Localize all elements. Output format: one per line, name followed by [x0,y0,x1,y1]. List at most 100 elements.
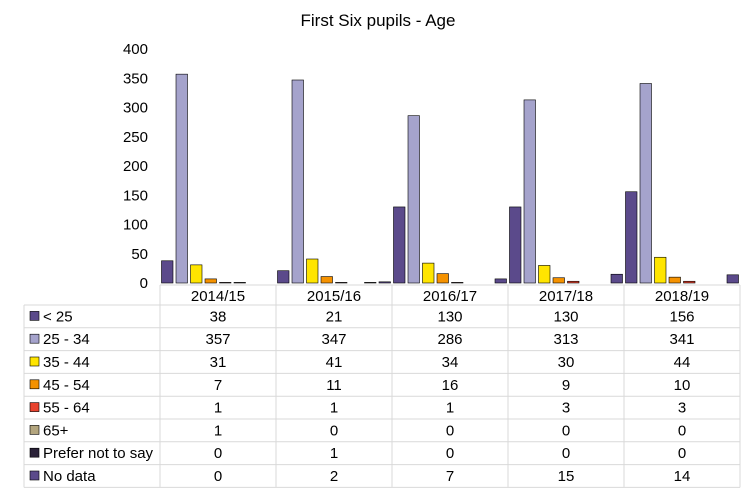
table-value: 1 [330,445,338,462]
table-value: 10 [674,377,691,394]
table-value: 0 [446,422,454,439]
bar [320,276,333,284]
y-tick-label: 100 [123,217,148,234]
bar [393,206,406,284]
bar [494,278,507,284]
bar [161,260,174,284]
series-label: 65+ [43,422,69,439]
y-tick-label: 350 [123,70,148,87]
series-label: No data [43,468,96,485]
bar [552,277,565,284]
bar [726,274,739,284]
table-value: 9 [562,377,570,394]
series-label: < 25 [43,308,73,325]
x-category-label: 2015/16 [307,288,361,305]
series-label: 45 - 54 [43,377,90,394]
bar [190,264,203,284]
table-value: 357 [205,331,230,348]
table-value: 3 [562,400,570,417]
table-value: 0 [330,422,338,439]
legend-swatch [29,402,40,412]
bar [639,83,652,284]
bar [610,273,623,284]
series-label: 35 - 44 [43,354,90,371]
legend-swatch [29,447,40,458]
y-tick-label: 400 [123,41,148,58]
bar [306,258,319,284]
table-value: 34 [442,354,459,371]
table-value: 41 [326,354,343,371]
table-value: 7 [214,377,222,394]
series-label: 55 - 64 [43,400,90,417]
table-value: 0 [562,445,570,462]
table-value: 0 [678,445,686,462]
bar [654,256,667,284]
table-value: 1 [214,422,222,439]
bar [509,206,522,284]
bar [364,282,377,284]
y-tick-label: 200 [123,158,148,175]
series-label: 25 - 34 [43,331,90,348]
legend-swatch [29,333,40,344]
table-value: 30 [558,354,575,371]
data-table: 2014/15 2015/16 2016/17 2017/18 2018/19 < 25 3… [23,284,741,488]
bar [625,191,638,284]
table-value: 38 [210,308,227,325]
bar [204,278,217,284]
bar [219,282,232,284]
table-value: 286 [437,331,462,348]
bar [668,276,681,284]
chart-title: First Six pupils - Age [301,11,456,30]
table-value: 156 [669,308,694,325]
bar [407,115,420,284]
table-value: 313 [553,331,578,348]
bars [161,73,739,284]
x-category-label: 2016/17 [423,288,477,305]
table-value: 7 [446,468,454,485]
bar [277,270,290,284]
x-category-label: 2014/15 [191,288,245,305]
table-value: 1 [330,400,338,417]
y-tick-label: 300 [123,100,148,117]
bar [436,273,449,284]
table-value: 44 [674,354,691,371]
legend-swatch [29,425,40,435]
table-value: 130 [553,308,578,325]
bar [538,265,551,284]
y-tick-label: 50 [131,246,148,263]
y-tick-label: 0 [140,275,148,292]
table-value: 0 [562,422,570,439]
table-value: 0 [446,445,454,462]
table-value: 1 [446,400,454,417]
bar [378,281,391,284]
table-value: 16 [442,377,459,394]
bar [523,99,536,284]
legend-swatch [29,470,40,481]
table-value: 11 [326,377,342,394]
table-value: 15 [558,468,575,485]
table-value: 2 [330,468,338,485]
bar [422,262,435,284]
series-label: Prefer not to say [43,445,154,462]
legend-swatch [29,379,40,390]
x-category-label: 2018/19 [655,288,709,305]
table-value: 0 [214,468,222,485]
y-tick-label: 150 [123,187,148,204]
table-value: 341 [669,331,694,348]
y-axis: 0 50 100 150 200 250 300 350 400 [123,41,148,292]
table-value: 130 [437,308,462,325]
bar [175,73,188,284]
y-tick-label: 250 [123,129,148,146]
table-value: 0 [678,422,686,439]
bar [567,280,580,284]
table-value: 14 [674,468,691,485]
legend-swatch [29,311,40,321]
table-value: 347 [321,331,346,348]
bar [291,79,304,284]
table-value: 0 [214,445,222,462]
bar [683,280,696,284]
table-value: 21 [326,308,343,325]
table-value: 31 [210,354,227,371]
legend-swatch [29,356,40,367]
